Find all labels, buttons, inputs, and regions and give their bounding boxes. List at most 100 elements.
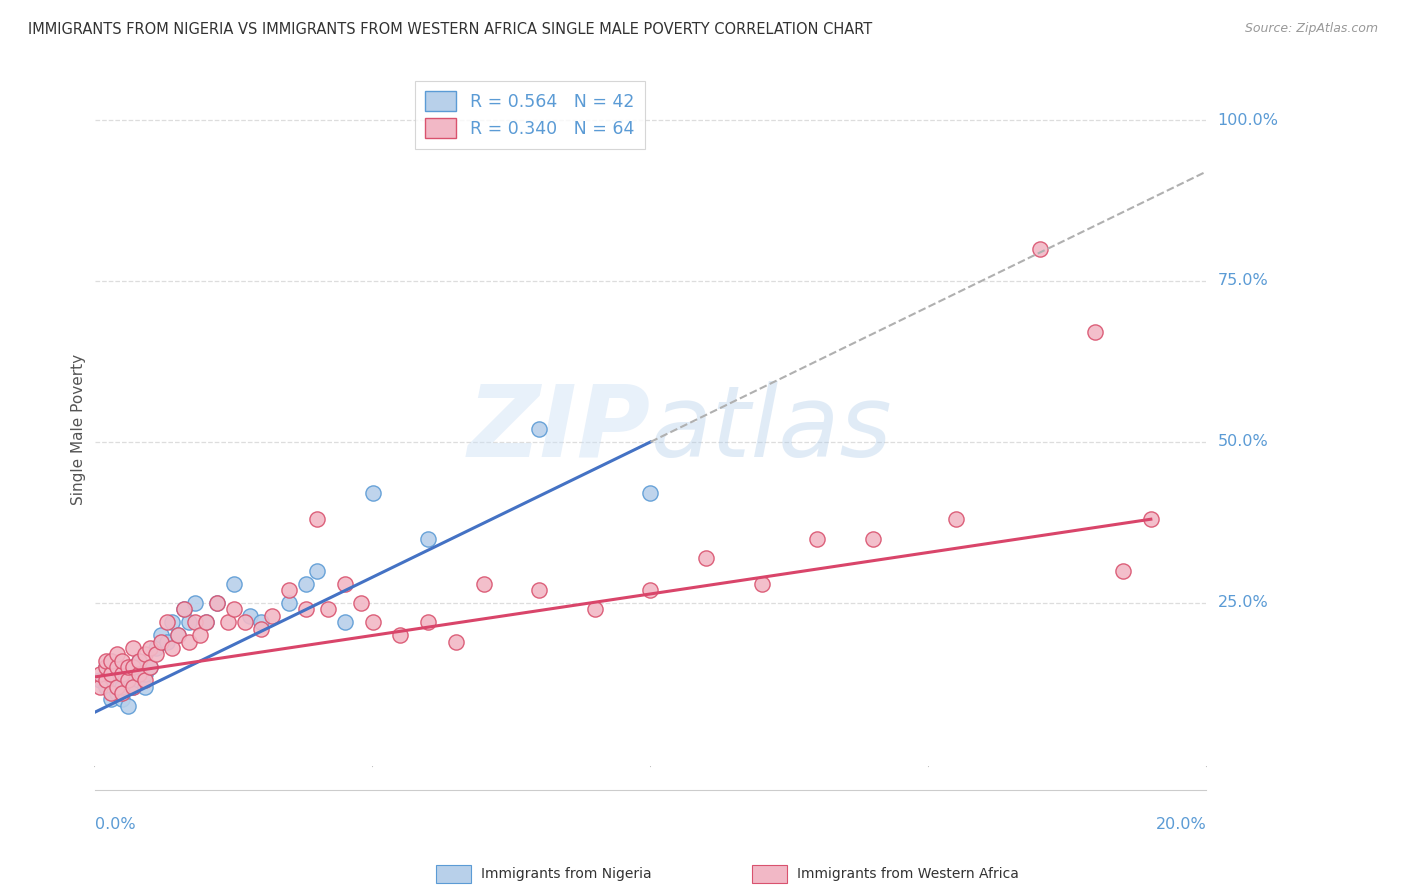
Point (333, 576, 356, 591)
Point (262, 608, 284, 623)
Point (139, 660, 162, 674)
Point (128, 654, 150, 668)
Point (100, 654, 122, 668)
Point (217, 615, 239, 630)
Point (529, 582, 551, 597)
Point (134, 673, 156, 688)
Point (156, 615, 179, 630)
Text: Immigrants from Western Africa: Immigrants from Western Africa (797, 867, 1019, 881)
Point (134, 666, 156, 681)
Point (1028, 242, 1050, 256)
Point (1140, 512, 1163, 526)
Point (205, 596, 228, 610)
Point (188, 628, 211, 642)
Point (350, 596, 373, 610)
Point (139, 640, 162, 655)
Point (117, 673, 139, 688)
Point (167, 628, 190, 642)
Point (183, 615, 205, 630)
Point (389, 628, 412, 642)
Point (1112, 564, 1135, 578)
Point (529, 422, 551, 436)
Point (111, 666, 134, 681)
Point (122, 660, 145, 674)
Point (173, 602, 195, 616)
Text: Immigrants from Nigeria: Immigrants from Nigeria (481, 867, 651, 881)
Text: atlas: atlas (651, 381, 893, 477)
Point (100, 692, 122, 706)
Point (139, 660, 162, 674)
Point (94, 680, 117, 694)
Point (167, 628, 190, 642)
Point (100, 666, 122, 681)
Point (162, 615, 184, 630)
Point (94, 660, 117, 674)
Text: 75.0%: 75.0% (1218, 274, 1268, 288)
Point (278, 596, 301, 610)
Text: 100.0%: 100.0% (1218, 112, 1278, 128)
Point (333, 615, 356, 630)
Point (134, 680, 156, 694)
Point (278, 582, 301, 597)
Point (111, 654, 134, 668)
Point (444, 634, 467, 648)
Point (1084, 326, 1107, 340)
Point (111, 666, 134, 681)
Point (162, 640, 184, 655)
Point (100, 666, 122, 681)
Text: 20.0%: 20.0% (1156, 817, 1206, 832)
Point (806, 532, 828, 546)
Point (105, 660, 128, 674)
Point (177, 615, 200, 630)
Point (173, 602, 195, 616)
Point (194, 615, 217, 630)
Point (117, 673, 139, 688)
Point (105, 648, 128, 662)
Point (316, 602, 339, 616)
Point (134, 648, 156, 662)
Point (205, 596, 228, 610)
Point (128, 673, 150, 688)
Point (94, 673, 117, 688)
Point (640, 486, 662, 500)
Point (862, 532, 884, 546)
Text: ZIP: ZIP (467, 381, 651, 477)
Point (105, 673, 128, 688)
Point (233, 615, 256, 630)
Point (361, 486, 384, 500)
Point (361, 615, 384, 630)
Text: IMMIGRANTS FROM NIGERIA VS IMMIGRANTS FROM WESTERN AFRICA SINGLE MALE POVERTY CO: IMMIGRANTS FROM NIGERIA VS IMMIGRANTS FR… (28, 22, 872, 37)
Point (122, 640, 145, 655)
Point (89, 673, 111, 688)
Point (100, 654, 122, 668)
Legend: R = 0.564   N = 42, R = 0.340   N = 64: R = 0.564 N = 42, R = 0.340 N = 64 (415, 81, 645, 149)
Point (945, 512, 967, 526)
Text: Source: ZipAtlas.com: Source: ZipAtlas.com (1244, 22, 1378, 36)
Point (695, 550, 717, 565)
Point (105, 686, 128, 700)
Point (89, 666, 111, 681)
Point (122, 680, 145, 694)
Point (117, 660, 139, 674)
Point (105, 680, 128, 694)
Point (222, 602, 245, 616)
Point (94, 654, 117, 668)
Point (583, 602, 606, 616)
Point (416, 532, 439, 546)
Point (156, 634, 179, 648)
Point (128, 666, 150, 681)
Point (305, 564, 328, 578)
Point (250, 622, 273, 636)
Point (145, 640, 167, 655)
Point (472, 576, 495, 591)
Point (183, 596, 205, 610)
Point (150, 628, 173, 642)
Point (295, 576, 318, 591)
Point (250, 615, 273, 630)
Point (194, 615, 217, 630)
Point (222, 576, 245, 591)
Text: 25.0%: 25.0% (1218, 595, 1268, 610)
Point (128, 654, 150, 668)
Point (117, 698, 139, 713)
Point (295, 602, 318, 616)
